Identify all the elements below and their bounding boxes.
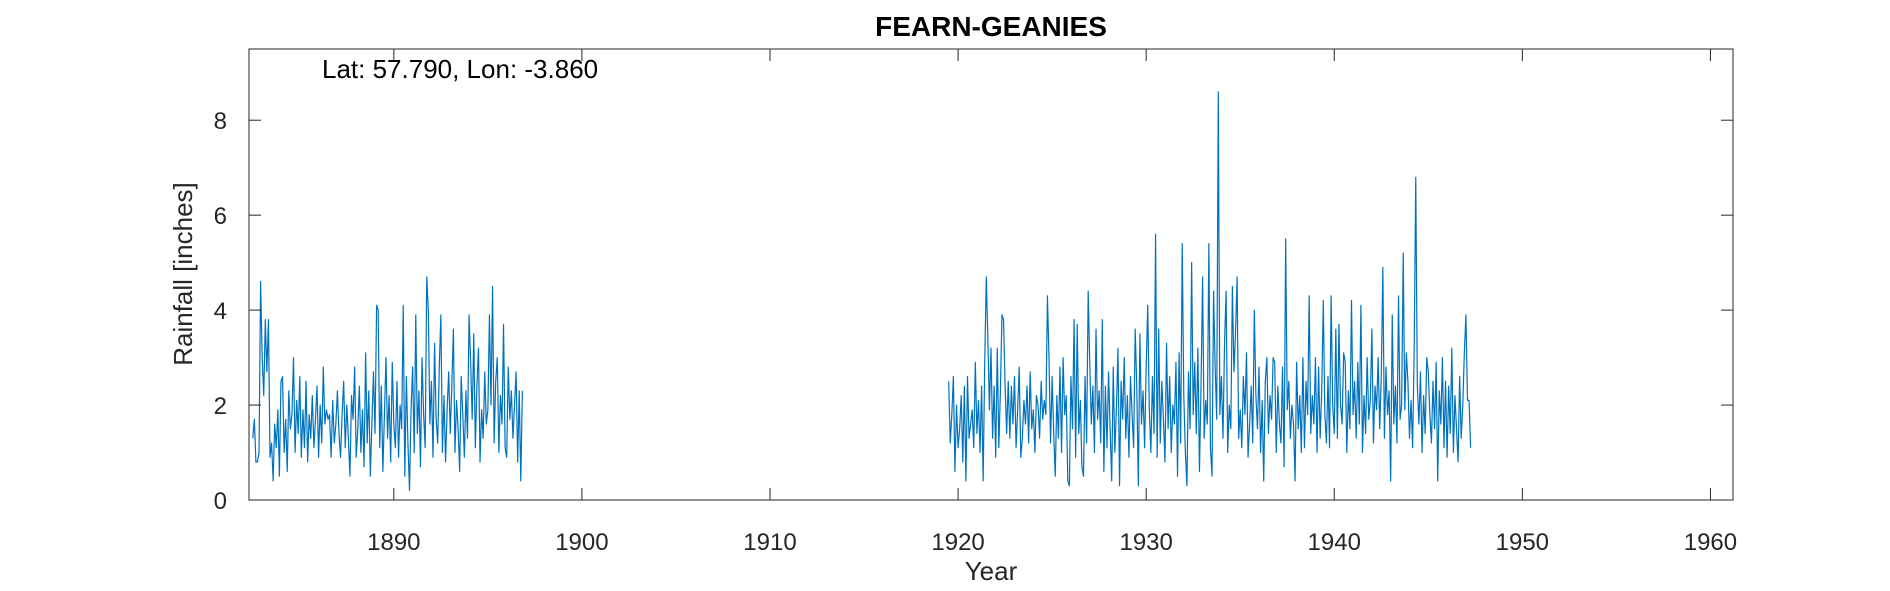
- x-axis-label: Year: [965, 556, 1018, 586]
- x-tick-label: 1890: [367, 529, 420, 556]
- tick-layer: 1890 1900 1910 1920 1930 1940 1950 1960 0 2 4 6 8: [214, 49, 1737, 556]
- chart-title: FEARN-GEANIES: [875, 11, 1107, 42]
- x-tick-label: 1960: [1684, 529, 1737, 556]
- location-annotation: Lat: 57.790, Lon: -3.860: [322, 54, 598, 84]
- y-axis-label: Rainfall [inches]: [168, 182, 198, 366]
- y-tick-label: 8: [214, 108, 227, 135]
- y-tick-label: 6: [214, 203, 227, 230]
- x-tick-label: 1940: [1308, 529, 1361, 556]
- x-tick-label: 1900: [555, 529, 608, 556]
- y-tick-label: 0: [214, 488, 227, 515]
- series-layer: [252, 91, 1472, 492]
- x-tick-label: 1930: [1119, 529, 1172, 556]
- rainfall-series-line: [948, 91, 1472, 487]
- x-tick-label: 1950: [1496, 529, 1549, 556]
- y-tick-label: 2: [214, 393, 227, 420]
- x-tick-label: 1920: [931, 529, 984, 556]
- y-tick-label: 4: [214, 298, 227, 325]
- rainfall-series-line: [252, 276, 523, 492]
- x-tick-label: 1910: [743, 529, 796, 556]
- plot-area: [249, 49, 1733, 500]
- axes-box: [248, 48, 1734, 501]
